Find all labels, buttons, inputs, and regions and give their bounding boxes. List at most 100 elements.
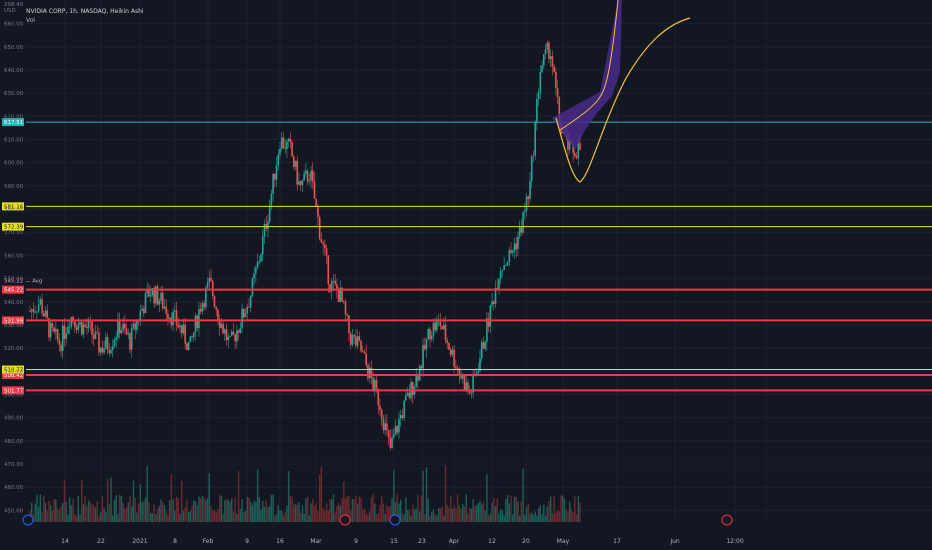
volume-bar <box>577 496 579 522</box>
volume-bar <box>137 503 140 522</box>
volume-bar <box>425 467 428 522</box>
volume-bar <box>53 499 55 522</box>
candle-body <box>460 374 462 379</box>
candle-body <box>325 248 328 256</box>
candle-body <box>161 292 164 309</box>
volume-bar <box>398 503 400 522</box>
symbol-title: NVIDIA CORP, 1h, NASDAQ, Heikin Ashi <box>26 8 144 15</box>
candle-body <box>451 349 454 355</box>
candle-body <box>139 310 142 322</box>
candle-body <box>360 340 362 352</box>
candle-body <box>310 170 312 181</box>
candle-body <box>339 287 342 302</box>
volume-bar <box>170 473 173 522</box>
price-level-tag <box>2 370 24 379</box>
volume-bar <box>389 505 392 522</box>
volume-bar <box>536 515 538 522</box>
volume-bar <box>368 511 371 522</box>
volume-bar <box>403 514 405 522</box>
volume-bar <box>227 500 229 522</box>
candle-body <box>455 366 457 369</box>
candle-body <box>330 281 333 292</box>
volume-bar <box>391 498 393 522</box>
candle-body <box>158 300 161 305</box>
candle-body <box>201 303 204 312</box>
volume-bar <box>494 506 497 522</box>
volume-bar <box>198 496 200 522</box>
candle-body <box>63 325 66 339</box>
candle-body <box>142 308 145 314</box>
volume-bar <box>505 498 507 522</box>
candle-body <box>453 349 455 367</box>
candle-body <box>551 56 554 67</box>
volume-bar <box>208 472 211 522</box>
candle-body <box>241 308 243 328</box>
candle-body <box>179 325 181 328</box>
volume-bar <box>213 509 216 522</box>
candle-body <box>355 336 357 346</box>
volume-bar <box>306 496 309 522</box>
volume-bar <box>181 480 183 522</box>
y-tick-label: 570.00 <box>4 230 24 236</box>
candle-body <box>308 180 311 182</box>
volume-bar <box>544 515 547 522</box>
volume-bar <box>60 506 62 522</box>
volume-bar <box>515 496 517 522</box>
candle-body <box>291 142 293 157</box>
candle-body <box>577 143 580 159</box>
volume-bar <box>225 499 228 522</box>
projection-upper-line <box>559 0 619 131</box>
volume-bar <box>401 513 404 522</box>
candle-body <box>280 137 283 149</box>
volume-bar <box>470 508 473 522</box>
volume-bar <box>203 497 205 522</box>
volume-bar <box>541 514 543 522</box>
candle-body <box>365 353 368 365</box>
candle-body <box>544 49 547 55</box>
volume-bar <box>446 504 448 522</box>
candle-body <box>463 375 466 391</box>
volume-bar <box>125 507 128 522</box>
candle-body <box>368 367 371 379</box>
candle-body <box>441 326 443 330</box>
candle-body <box>537 92 540 100</box>
candle-body <box>529 180 531 200</box>
price-projection <box>552 0 691 183</box>
candle-body <box>222 323 224 334</box>
volume-bar <box>217 508 219 522</box>
candle-body <box>401 415 404 419</box>
volume-bar <box>529 514 531 522</box>
volume-bar <box>194 501 197 522</box>
candle-body <box>279 148 281 155</box>
volume-bar <box>479 500 481 522</box>
y-tick-label: 540.00 <box>4 300 24 306</box>
candle-body <box>422 344 424 369</box>
candle-body <box>555 71 557 89</box>
candle-body <box>156 286 159 305</box>
candle-body <box>506 261 509 266</box>
volume-bar <box>72 498 74 522</box>
candle-body <box>530 156 533 181</box>
volume-bar <box>262 500 264 522</box>
candle-body <box>389 437 392 449</box>
volume-bar <box>210 505 212 522</box>
candle-body <box>153 288 155 304</box>
candle-body <box>270 193 273 206</box>
y-tick-label: 650.00 <box>4 45 24 51</box>
candle-body <box>370 367 373 378</box>
candle-body <box>436 320 438 331</box>
candle-body <box>256 261 259 268</box>
volume-bar <box>418 511 421 522</box>
candle-body <box>384 423 386 431</box>
candle-body <box>127 333 130 335</box>
candle-body <box>396 426 399 433</box>
volume-bar <box>206 498 209 522</box>
volume-bar <box>562 495 564 522</box>
candle-body <box>80 322 83 335</box>
volume-bar <box>160 499 162 522</box>
candle-body <box>141 308 143 311</box>
candle-body <box>372 377 374 390</box>
candle-body <box>237 330 240 333</box>
volume-bar <box>113 499 116 522</box>
